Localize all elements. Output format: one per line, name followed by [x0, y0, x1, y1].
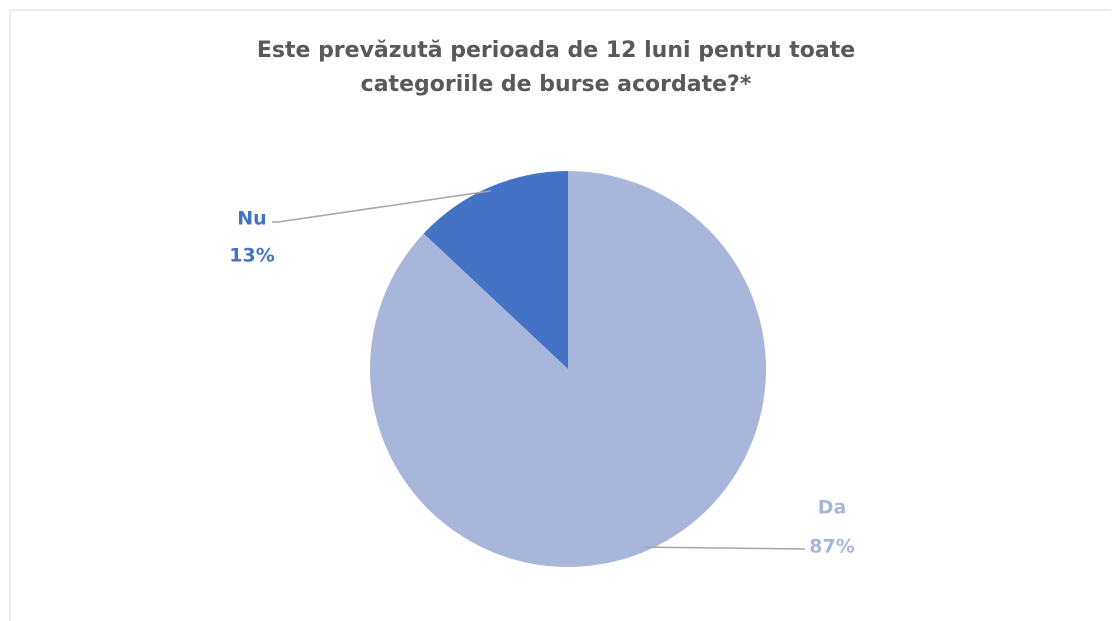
category-label: Da — [818, 497, 847, 519]
category-label: Nu — [237, 208, 266, 230]
leader-line — [272, 190, 492, 223]
chart-title: Este prevăzută perioada de 12 luni pentr… — [256, 38, 856, 97]
pie-slice — [423, 171, 568, 369]
leader-line — [645, 546, 806, 550]
data-label: 13% — [229, 245, 274, 267]
frame — [9, 9, 1111, 621]
data-label: 87% — [809, 536, 854, 558]
